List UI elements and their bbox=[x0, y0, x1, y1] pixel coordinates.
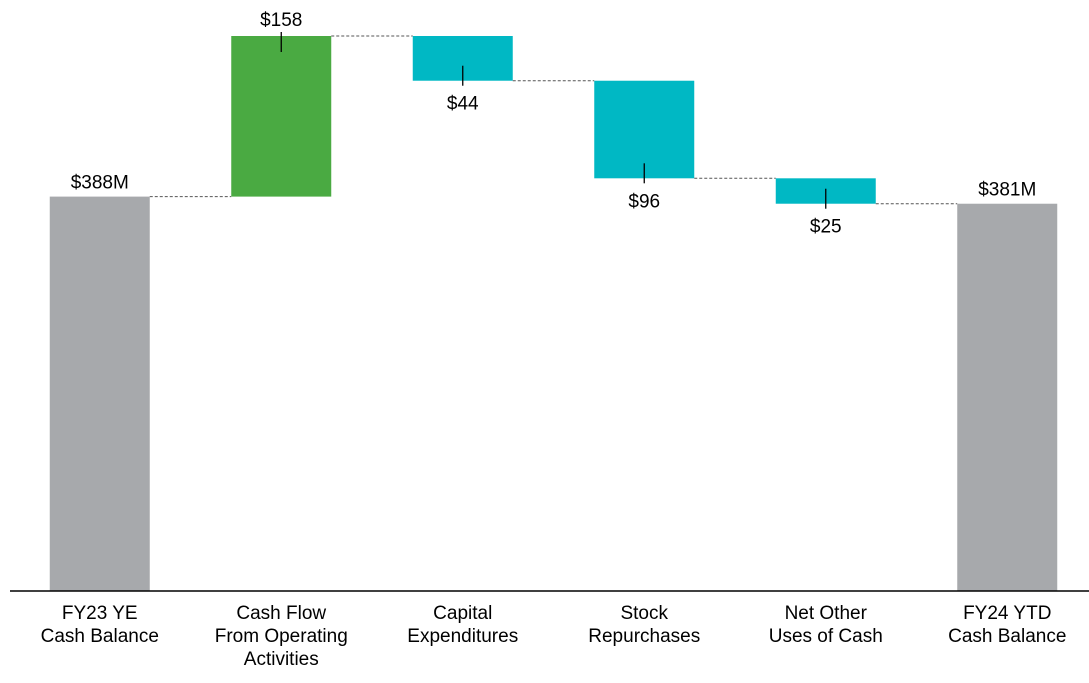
x-tick-label-line: Repurchases bbox=[588, 626, 700, 647]
x-tick-label: Cash Flow From Operating Activities bbox=[215, 603, 348, 670]
x-tick-label-line: Cash Flow bbox=[236, 603, 326, 624]
x-tick-label-line: Expenditures bbox=[407, 626, 518, 647]
x-tick-label: Stock Repurchases bbox=[588, 603, 700, 647]
x-tick-label-line: Uses of Cash bbox=[769, 626, 883, 647]
value-label: $96 bbox=[628, 191, 660, 212]
x-tick-label: Net Other Uses of Cash bbox=[769, 603, 883, 647]
x-tick-label-line: From Operating bbox=[215, 626, 348, 647]
value-label: $388M bbox=[71, 173, 129, 194]
x-tick-label-line: Stock bbox=[620, 603, 668, 624]
value-label: $381M bbox=[978, 180, 1036, 201]
value-label: $44 bbox=[447, 94, 479, 115]
x-tick-label-line: Capital bbox=[433, 603, 492, 624]
x-tick-label: FY24 YTD Cash Balance bbox=[948, 603, 1066, 647]
x-tick-label-line: Cash Balance bbox=[41, 626, 159, 647]
bar bbox=[231, 36, 332, 197]
x-tick-label: Capital Expenditures bbox=[407, 603, 518, 647]
value-label: $158 bbox=[260, 10, 302, 31]
value-label: $25 bbox=[810, 217, 842, 238]
bar bbox=[49, 196, 150, 591]
bar bbox=[957, 203, 1058, 591]
bar bbox=[594, 80, 695, 179]
x-tick-label-line: FY24 YTD bbox=[963, 603, 1051, 624]
x-tick-label-line: Activities bbox=[244, 649, 319, 670]
x-tick-label: FY23 YE Cash Balance bbox=[41, 603, 159, 647]
x-tick-label-line: Net Other bbox=[785, 603, 868, 624]
x-tick-label-line: Cash Balance bbox=[948, 626, 1066, 647]
x-tick-label-line: FY23 YE bbox=[62, 603, 138, 624]
